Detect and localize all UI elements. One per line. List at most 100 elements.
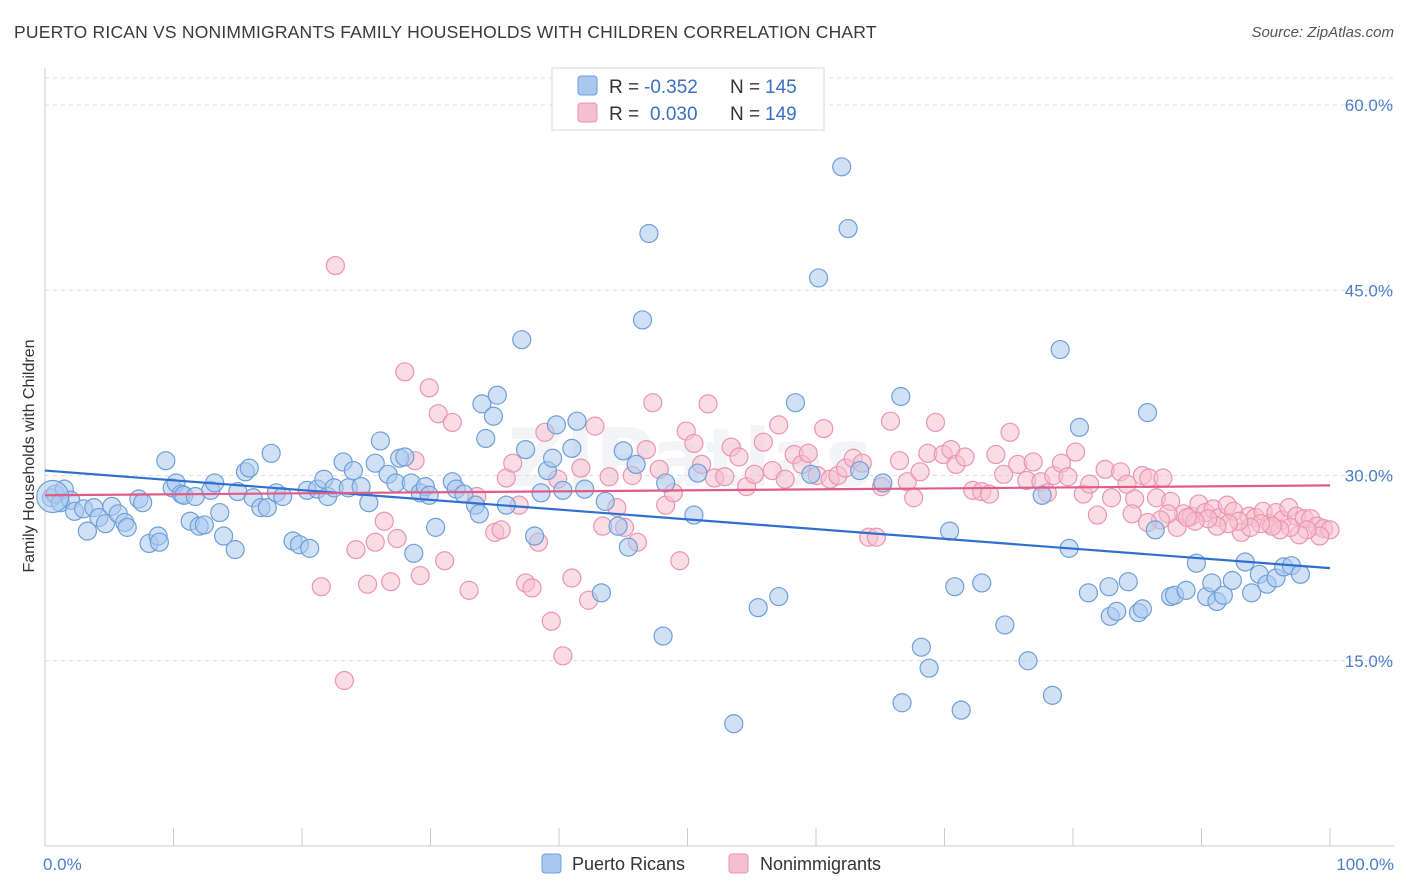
- y-tick-label: 45.0%: [1345, 281, 1393, 300]
- puerto-ricans-point: [769, 586, 789, 607]
- nonimmigrants-point: [1153, 468, 1173, 488]
- legend-n-value-2: 149: [765, 104, 797, 125]
- grid-lines: [45, 77, 1394, 662]
- bottom-legend-swatch-blue: [541, 853, 562, 874]
- puerto-ricans-point: [1050, 339, 1070, 360]
- y-tick-label: 15.0%: [1345, 652, 1393, 671]
- puerto-ricans-point: [512, 330, 532, 350]
- nonimmigrants-point: [925, 412, 946, 433]
- puerto-ricans-point: [748, 598, 768, 618]
- puerto-ricans-point: [476, 428, 496, 449]
- nonimmigrants-point: [381, 572, 401, 592]
- puerto-ricans-point: [1242, 583, 1262, 603]
- nonimmigrants-point: [775, 469, 795, 489]
- puerto-ricans-trend-line: [44, 469, 1331, 570]
- nonimmigrants-point: [562, 568, 582, 588]
- nonimmigrants-point: [798, 443, 818, 463]
- puerto-ricans-point: [891, 386, 911, 407]
- puerto-ricans-point: [194, 515, 214, 535]
- nonimmigrants-point: [1065, 442, 1086, 462]
- puerto-ricans-point: [562, 438, 582, 458]
- puerto-ricans-point: [1069, 417, 1090, 437]
- puerto-ricans-point: [95, 514, 115, 534]
- puerto-ricans-point: [919, 658, 939, 678]
- puerto-ricans-point: [873, 473, 893, 493]
- puerto-ricans-point: [214, 526, 234, 546]
- y-tick-label: 30.0%: [1345, 467, 1393, 486]
- nonimmigrants-point: [419, 378, 439, 398]
- puerto-ricans-point: [404, 543, 424, 563]
- nonimmigrants-point: [904, 488, 924, 508]
- nonimmigrants-point: [986, 444, 1006, 465]
- puerto-ricans-point: [426, 517, 446, 537]
- puerto-ricans-point: [1042, 685, 1063, 705]
- nonimmigrants-point: [599, 467, 619, 487]
- legend-n-label-2: N =: [730, 104, 760, 125]
- puerto-ricans-point: [1132, 599, 1152, 619]
- nonimmigrants-point: [753, 432, 773, 452]
- puerto-ricans-point: [567, 411, 587, 431]
- puerto-ricans-point: [653, 626, 673, 646]
- puerto-ricans-point: [608, 516, 628, 536]
- nonimmigrants-point: [744, 464, 764, 484]
- nonimmigrants-point: [365, 532, 385, 552]
- nonimmigrants-point: [459, 580, 479, 600]
- nonimmigrants-point: [814, 418, 834, 439]
- puerto-ricans-point: [632, 310, 653, 330]
- puerto-ricans-point: [36, 479, 70, 514]
- nonimmigrants-point: [428, 404, 448, 424]
- puerto-ricans-point: [370, 431, 390, 451]
- puerto-ricans-point: [801, 464, 821, 484]
- nonimmigrants-point: [395, 362, 415, 382]
- puerto-ricans-point: [626, 454, 646, 475]
- puerto-ricans-point: [1145, 520, 1165, 540]
- legend-swatch-blue: [577, 75, 598, 96]
- nonimmigrants-point: [311, 577, 331, 597]
- puerto-ricans-point: [892, 693, 912, 713]
- puerto-ricans-point: [945, 577, 965, 597]
- nonimmigrants-point: [357, 574, 378, 594]
- puerto-ricans-point: [273, 486, 293, 507]
- nonimmigrants-point: [1000, 422, 1020, 442]
- puerto-ricans-point: [1202, 573, 1222, 593]
- puerto-ricans-point: [575, 479, 595, 499]
- puerto-ricans-point: [832, 157, 852, 177]
- puerto-ricans-point: [1213, 585, 1233, 605]
- nonimmigrants-point: [571, 458, 591, 478]
- puerto-ricans-point: [1176, 580, 1196, 600]
- puerto-ricans-point: [542, 448, 563, 468]
- puerto-ricans-point: [613, 441, 633, 461]
- legend-r-value-2: 0.030: [650, 104, 698, 125]
- nonimmigrants-point: [1117, 474, 1137, 494]
- puerto-ricans-point: [1137, 402, 1158, 423]
- nonimmigrants-point: [729, 447, 749, 467]
- nonimmigrants-point: [670, 551, 690, 571]
- puerto-ricans-point: [343, 460, 363, 481]
- nonimmigrants-point: [880, 411, 901, 431]
- puerto-ricans-point: [77, 521, 98, 541]
- legend-n-value-1: 145: [765, 77, 797, 98]
- puerto-ricans-point: [515, 439, 536, 460]
- puerto-ricans-point: [995, 615, 1015, 635]
- nonimmigrants-point: [636, 439, 656, 460]
- nonimmigrants-point: [698, 394, 718, 414]
- nonimmigrants-point: [387, 528, 407, 549]
- nonimmigrants-point: [410, 565, 430, 586]
- bottom-legend-swatch-pink: [728, 853, 749, 874]
- nonimmigrants-point: [1058, 467, 1078, 487]
- nonimmigrants-point: [1080, 474, 1100, 494]
- puerto-ricans-point: [951, 700, 971, 720]
- legend-n-label-1: N =: [730, 77, 760, 98]
- puerto-ricans-point: [149, 532, 169, 552]
- nonimmigrants-point: [442, 412, 462, 433]
- puerto-ricans-point: [591, 583, 612, 603]
- nonimmigrants-point: [435, 551, 455, 571]
- legend-r-label-1: R =: [609, 77, 639, 98]
- puerto-ricans-point: [225, 540, 245, 560]
- puerto-ricans-point: [419, 485, 439, 505]
- nonimmigrants-point: [522, 578, 542, 598]
- nonimmigrants-point: [1177, 507, 1197, 528]
- nonimmigrants-point: [585, 416, 605, 436]
- puerto-ricans-point: [724, 714, 744, 734]
- puerto-ricans-point: [483, 406, 504, 426]
